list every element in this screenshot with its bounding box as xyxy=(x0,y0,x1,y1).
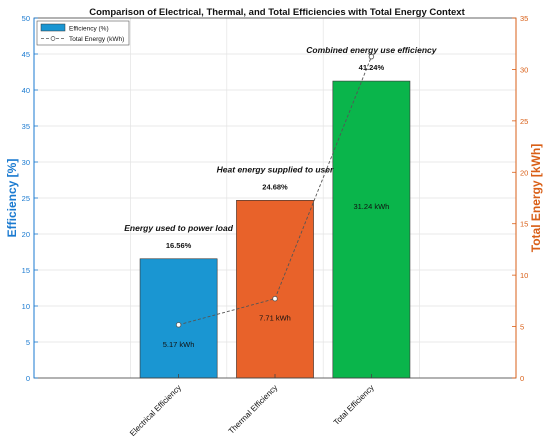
x-tick-label: Electrical Efficiency xyxy=(128,383,183,438)
legend-swatch-energy-marker xyxy=(50,36,56,41)
y2-tick-label: 35 xyxy=(520,14,528,23)
bar-annotation: Combined energy use efficiency xyxy=(306,45,437,55)
energy-marker xyxy=(272,295,278,302)
y2-tick-label: 15 xyxy=(520,220,528,229)
y-tick-label: 40 xyxy=(22,86,30,95)
legend: Efficiency (%) Total Energy (kWh) xyxy=(36,20,130,46)
bar xyxy=(332,80,411,379)
y2-tick-label: 30 xyxy=(520,65,528,74)
legend-label-energy: Total Energy (kWh) xyxy=(69,36,124,43)
energy-value-label: 31.24 kWh xyxy=(353,202,389,211)
y-axis-left-label: Efficiency [%] xyxy=(5,159,19,238)
energy-marker xyxy=(175,322,182,328)
y2-tick-label: 25 xyxy=(520,117,528,126)
y-tick-label: 5 xyxy=(26,338,30,347)
y2-tick-label: 10 xyxy=(520,271,528,280)
bar xyxy=(139,258,218,379)
x-tick-label: Thermal Efficiency xyxy=(227,383,280,436)
bar xyxy=(236,200,314,379)
energy-marker xyxy=(368,53,375,60)
chart-title: Comparison of Electrical, Thermal, and T… xyxy=(89,7,465,18)
y-axis-right-label: Total Energy [kWh] xyxy=(529,144,543,252)
energy-line xyxy=(175,53,375,328)
y-axis-left: 0 5 10 15 20 25 30 35 40 45 50 xyxy=(22,14,38,383)
x-tick-label: Total Efficiency xyxy=(332,383,376,427)
energy-value-label: 5.17 kWh xyxy=(163,340,195,349)
energy-value-label: 7.71 kWh xyxy=(259,314,291,323)
data-labels: 16.56% Energy used to power load 5.17 kWh 2… xyxy=(124,45,438,349)
bar-value-label: 24.68% xyxy=(262,182,288,191)
y-tick-label: 15 xyxy=(22,266,30,275)
y-axis-right: 0 5 10 15 20 25 30 35 xyxy=(512,14,528,383)
bar-value-label: 16.56% xyxy=(166,241,192,250)
bar-annotation: Energy used to power load xyxy=(124,223,233,233)
bars xyxy=(139,80,411,379)
y-tick-label: 35 xyxy=(22,122,30,131)
y-tick-label: 0 xyxy=(26,374,30,383)
x-axis: Electrical Efficiency Thermal Efficiency T… xyxy=(128,374,376,438)
y2-tick-label: 0 xyxy=(520,374,524,383)
y2-tick-label: 5 xyxy=(520,323,524,332)
bar-annotation: Heat energy supplied to user xyxy=(217,164,334,174)
bar-value-label: 41.24% xyxy=(359,63,385,72)
y-tick-label: 45 xyxy=(22,50,30,59)
y-tick-label: 30 xyxy=(22,158,30,167)
y-tick-label: 10 xyxy=(22,302,30,311)
legend-label-efficiency: Efficiency (%) xyxy=(69,26,109,33)
legend-swatch-efficiency xyxy=(40,23,66,32)
y-tick-label: 20 xyxy=(22,230,30,239)
y-tick-label: 50 xyxy=(22,14,30,23)
y2-tick-label: 20 xyxy=(520,168,528,177)
y-tick-label: 25 xyxy=(22,194,30,203)
